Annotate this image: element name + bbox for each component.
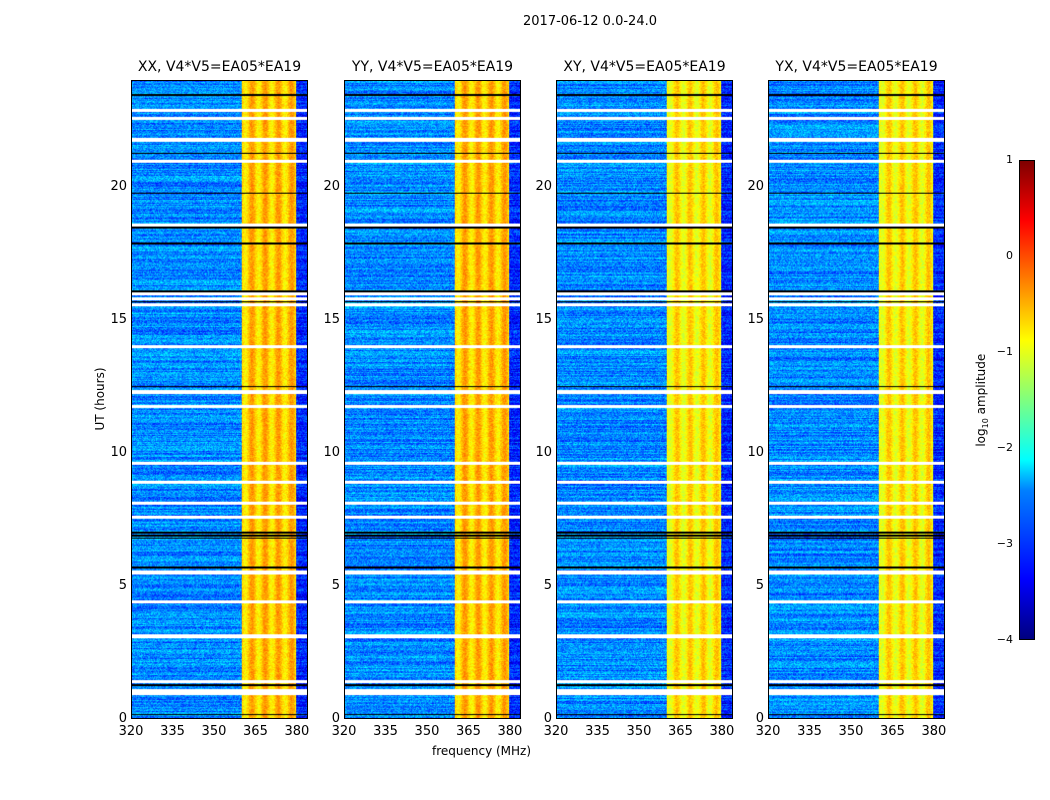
- y-tick-label: 5: [118, 577, 127, 593]
- colorbar-tick-label: −3: [996, 537, 1013, 550]
- panel-title: XY, V4*V5=EA05*EA19: [563, 59, 726, 75]
- spectrogram-heatmap: [769, 81, 944, 718]
- x-tick-label: 350: [626, 724, 652, 739]
- colorbar-tick-label: 0: [1006, 249, 1013, 262]
- spectrogram-panel: [131, 80, 308, 719]
- figure-title: 2017-06-12 0.0-24.0: [523, 14, 657, 29]
- y-tick-label: 5: [755, 577, 764, 593]
- panel-title: YY, V4*V5=EA05*EA19: [351, 59, 514, 75]
- colorbar-label: log10 amplitude: [974, 340, 990, 460]
- x-tick-label: 380: [497, 724, 523, 739]
- y-tick-label: 20: [323, 178, 340, 194]
- y-tick-label: 5: [543, 577, 552, 593]
- y-tick-label: 10: [535, 444, 552, 460]
- y-tick-label: 15: [747, 311, 764, 327]
- x-tick-label: 335: [797, 724, 822, 739]
- spectrogram-heatmap: [132, 81, 307, 718]
- x-tick-label: 365: [456, 724, 481, 739]
- x-tick-label: 380: [709, 724, 735, 739]
- y-tick-label: 10: [323, 444, 340, 460]
- y-tick-label: 20: [535, 178, 552, 194]
- colorbar-tick-label: −2: [996, 441, 1013, 454]
- y-tick-label: 10: [110, 444, 127, 460]
- x-tick-label: 350: [414, 724, 440, 739]
- y-axis-label: UT (hours): [93, 367, 107, 431]
- y-tick-label: 0: [118, 711, 127, 726]
- colorbar-tick-label: −4: [996, 633, 1013, 646]
- x-tick-label: 380: [284, 724, 310, 739]
- y-tick-label: 20: [110, 178, 127, 194]
- spectrogram-panel: [344, 80, 521, 719]
- x-tick-label: 365: [880, 724, 905, 739]
- y-tick-label: 20: [747, 178, 764, 194]
- colorbar-label-rest: amplitude: [973, 353, 988, 419]
- spectrogram-panel: [556, 80, 733, 719]
- y-tick-label: 0: [543, 711, 552, 726]
- x-tick-label: 365: [668, 724, 693, 739]
- spectrogram-heatmap: [557, 81, 732, 718]
- colorbar-label-sub: 10: [981, 418, 991, 429]
- y-tick-label: 15: [323, 311, 340, 327]
- x-tick-label: 320: [543, 724, 569, 739]
- spectrogram-heatmap: [345, 81, 520, 718]
- x-tick-label: 320: [755, 724, 781, 739]
- y-tick-label: 15: [110, 311, 127, 327]
- y-tick-label: 5: [331, 577, 340, 593]
- y-tick-label: 15: [535, 311, 552, 327]
- spectrogram-panel: [768, 80, 945, 719]
- panel-title: YX, V4*V5=EA05*EA19: [775, 59, 938, 75]
- colorbar-label-log: log: [973, 428, 988, 447]
- x-tick-label: 365: [243, 724, 268, 739]
- x-tick-label: 320: [118, 724, 144, 739]
- x-tick-label: 380: [921, 724, 947, 739]
- x-tick-label: 350: [201, 724, 227, 739]
- x-tick-label: 335: [585, 724, 610, 739]
- colorbar-tick-label: 1: [1006, 153, 1013, 166]
- x-tick-label: 335: [373, 724, 398, 739]
- y-tick-label: 0: [331, 711, 340, 726]
- y-tick-label: 0: [755, 711, 764, 726]
- colorbar-tick-label: −1: [996, 345, 1013, 358]
- x-tick-label: 320: [331, 724, 357, 739]
- x-tick-label: 350: [838, 724, 864, 739]
- colorbar: [1019, 160, 1035, 640]
- y-tick-label: 10: [747, 444, 764, 460]
- x-tick-label: 335: [160, 724, 185, 739]
- panel-title: XX, V4*V5=EA05*EA19: [137, 59, 302, 75]
- x-axis-label: frequency (MHz): [432, 744, 532, 758]
